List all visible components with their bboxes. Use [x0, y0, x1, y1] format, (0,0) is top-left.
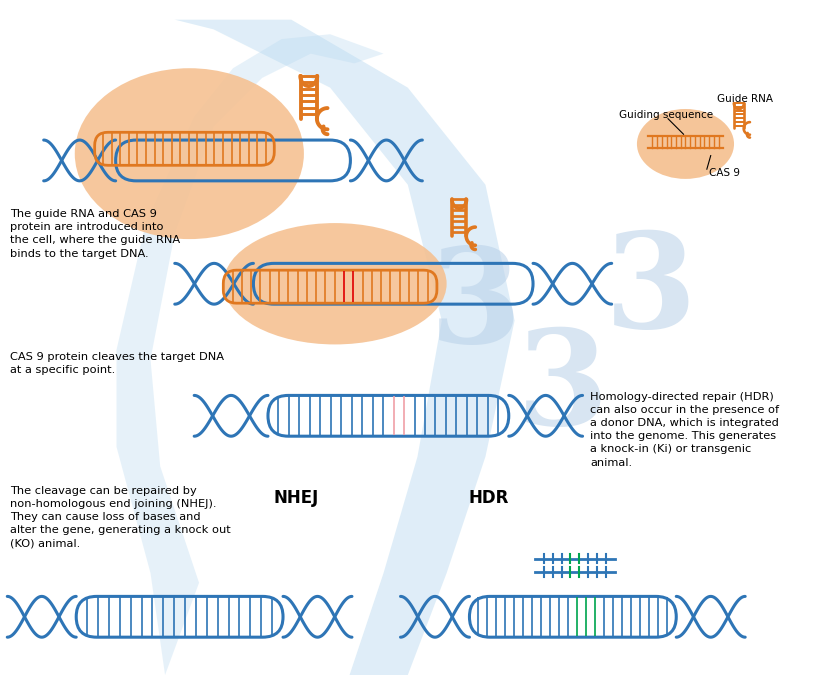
PathPatch shape [174, 20, 514, 675]
Ellipse shape [223, 223, 446, 345]
Text: HDR: HDR [468, 489, 508, 507]
Text: The guide RNA and CAS 9
protein are introduced into
the cell, where the guide RN: The guide RNA and CAS 9 protein are intr… [10, 209, 179, 259]
Text: Guide RNA: Guide RNA [716, 95, 771, 104]
Ellipse shape [75, 68, 304, 239]
Text: Homology-directed repair (HDR)
can also occur in the presence of
a donor DNA, wh: Homology-directed repair (HDR) can also … [590, 392, 779, 468]
Text: The cleavage can be repaired by
non-homologous end joining (NHEJ).
They can caus: The cleavage can be repaired by non-homo… [10, 486, 230, 549]
Text: 3: 3 [604, 227, 695, 356]
Text: CAS 9: CAS 9 [708, 168, 739, 178]
Text: Guiding sequence: Guiding sequence [618, 110, 713, 120]
PathPatch shape [116, 34, 383, 675]
Text: CAS 9 protein cleaves the target DNA
at a specific point.: CAS 9 protein cleaves the target DNA at … [10, 351, 224, 375]
Text: NHEJ: NHEJ [274, 489, 319, 507]
Text: 3: 3 [429, 242, 521, 371]
Text: 3: 3 [517, 324, 609, 453]
Ellipse shape [636, 109, 733, 179]
